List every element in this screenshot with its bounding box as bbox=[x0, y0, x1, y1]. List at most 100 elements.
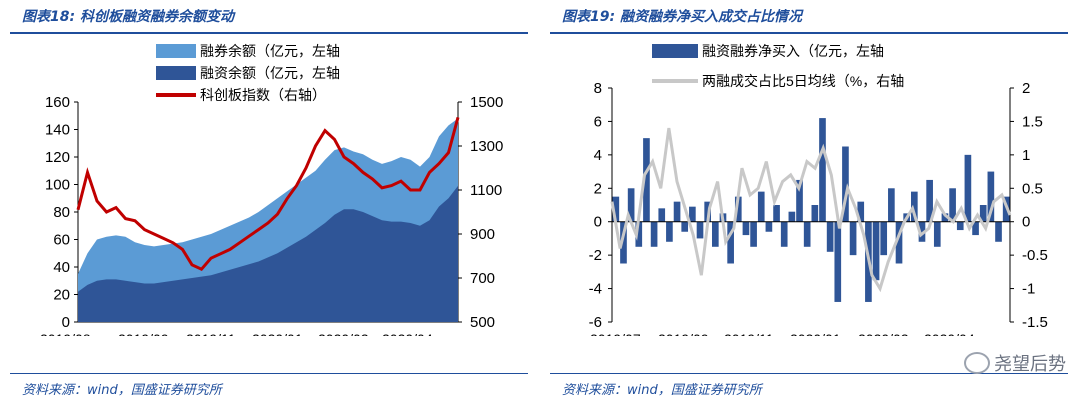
y-left-tick-label: -6 bbox=[589, 314, 602, 331]
y-left-tick-label: 8 bbox=[594, 80, 602, 97]
legend-swatch-net-buy bbox=[652, 44, 698, 58]
y-right-tick-label: 1300 bbox=[470, 138, 503, 155]
x-tick-label: 2019/09 bbox=[658, 331, 709, 336]
bar-net-buy bbox=[819, 118, 826, 222]
x-tick-label: 2019/09 bbox=[118, 331, 169, 336]
left-title-rule bbox=[10, 32, 528, 34]
y-left-tick-label: -2 bbox=[589, 247, 602, 264]
bar-net-buy bbox=[911, 191, 918, 222]
x-tick-label: 2020/03 bbox=[318, 331, 369, 336]
y-left-tick-label: 40 bbox=[53, 259, 70, 276]
x-tick-label: 2019/08 bbox=[40, 331, 91, 336]
y-left-tick-label: 0 bbox=[594, 214, 602, 231]
y-right-tick-label: 700 bbox=[470, 270, 495, 287]
bar-net-buy bbox=[666, 221, 673, 242]
bar-net-buy bbox=[643, 138, 650, 222]
x-tick-label: 2020/01 bbox=[252, 331, 303, 336]
y-left-tick-label: 20 bbox=[53, 287, 70, 304]
y-left-tick-label: -4 bbox=[589, 281, 602, 298]
left-source-rule bbox=[10, 373, 528, 374]
bar-net-buy bbox=[712, 221, 719, 247]
y-left-tick-label: 160 bbox=[45, 94, 70, 111]
y-left-tick-label: 80 bbox=[53, 204, 70, 221]
y-right-tick-label: 500 bbox=[470, 314, 495, 331]
bar-net-buy bbox=[987, 171, 995, 222]
right-source-rule bbox=[550, 373, 1068, 374]
bar-net-buy bbox=[926, 179, 933, 222]
y-right-tick-label: 1500 bbox=[470, 94, 503, 111]
bar-net-buy bbox=[857, 201, 865, 222]
bar-net-buy bbox=[788, 211, 796, 222]
right-source: 资料来源：wind，国盛证券研究所 bbox=[562, 383, 762, 398]
y-right-tick-label: -1 bbox=[1022, 281, 1035, 298]
x-tick-label: 2019/11 bbox=[186, 331, 236, 336]
bar-net-buy bbox=[750, 221, 757, 247]
bar-net-buy bbox=[842, 146, 849, 222]
y-right-tick-label: 2 bbox=[1022, 80, 1030, 97]
x-tick-label: 2020/01 bbox=[790, 331, 841, 336]
bar-net-buy bbox=[972, 221, 979, 236]
bar-net-buy bbox=[673, 201, 681, 222]
bar-net-buy bbox=[796, 179, 803, 222]
bar-net-buy bbox=[612, 196, 620, 222]
bar-net-buy bbox=[620, 221, 627, 264]
y-left-tick-label: 4 bbox=[594, 147, 602, 164]
watermark: 尧望后势 bbox=[964, 350, 1066, 376]
bar-net-buy bbox=[681, 221, 689, 232]
bar-net-buy bbox=[803, 221, 811, 247]
bar-net-buy bbox=[826, 221, 834, 252]
legend-swatch-margin-short bbox=[156, 44, 196, 58]
bar-net-buy bbox=[773, 205, 780, 222]
bar-net-buy bbox=[635, 221, 643, 247]
y-left-tick-label: 140 bbox=[45, 122, 70, 139]
bar-net-buy bbox=[834, 221, 842, 302]
right-chart: -6 -4 -2 0 2 4 6 8 -1.5 -1 -0.5 0 0.5 1 1.5 2 2019/07 201… bbox=[589, 43, 1048, 336]
bar-net-buy bbox=[941, 213, 949, 222]
bar-net-buy bbox=[849, 221, 857, 256]
y-right-tick-label: 900 bbox=[470, 226, 495, 243]
y-right-tick-label: 1100 bbox=[470, 182, 502, 199]
legend-label: 融资融券净买入（亿元，左轴 bbox=[702, 43, 884, 59]
bar-net-buy bbox=[964, 154, 972, 222]
bar-net-buy bbox=[956, 221, 964, 231]
bar-net-buy bbox=[727, 221, 734, 264]
y-left-tick-label: 100 bbox=[45, 177, 70, 194]
right-chart-title: 图表19: 融资融券净买入成交占比情况 bbox=[562, 9, 802, 25]
bar-net-buy bbox=[888, 188, 895, 222]
left-panel: 图表18: 科创板融资融券余额变动 0 20 40 60 80 100 120 140 160 5… bbox=[10, 9, 528, 398]
y-left-tick-label: 2 bbox=[594, 180, 602, 197]
x-tick-label: 2019/07 bbox=[590, 331, 641, 336]
left-chart-title: 图表18: 科创板融资融券余额变动 bbox=[22, 9, 234, 25]
x-tick-label: 2020/04 bbox=[382, 331, 433, 336]
legend-swatch-margin-financing bbox=[156, 66, 196, 80]
bar-net-buy bbox=[780, 221, 788, 247]
y-right-tick-label: 1.5 bbox=[1022, 113, 1043, 130]
bar-net-buy bbox=[734, 196, 742, 222]
x-tick-label: 2020/04 bbox=[924, 331, 975, 336]
y-left-tick-label: 60 bbox=[53, 232, 70, 249]
bar-net-buy bbox=[658, 208, 666, 222]
bar-net-buy bbox=[765, 221, 773, 232]
bar-net-buy bbox=[811, 205, 819, 222]
y-right-tick-label: -1.5 bbox=[1022, 314, 1048, 331]
bar-net-buy bbox=[696, 221, 704, 239]
line-series-turnover-ratio bbox=[610, 127, 1012, 293]
bar-net-buy bbox=[650, 221, 658, 247]
y-left-tick-label: 120 bbox=[45, 149, 70, 166]
legend-label: 融券余额（亿元，左轴 bbox=[200, 43, 340, 59]
legend-label: 科创板指数（右轴） bbox=[200, 87, 326, 103]
bar-net-buy bbox=[895, 221, 903, 264]
y-right-tick-label: 1 bbox=[1022, 147, 1030, 164]
y-left-tick-label: 6 bbox=[594, 113, 602, 130]
y-right-tick-label: 0.5 bbox=[1022, 180, 1043, 197]
bar-net-buy bbox=[627, 188, 635, 222]
bar-net-buy bbox=[949, 188, 956, 222]
line-series-star-index bbox=[76, 117, 460, 272]
right-panel: 图表19: 融资融券净买入成交占比情况 -6 -4 -2 0 2 4 6 8 -1.5 -1 -0.… bbox=[540, 0, 1080, 408]
legend-label: 融资余额（亿元，左轴 bbox=[200, 65, 340, 81]
y-right-tick-label: -0.5 bbox=[1022, 247, 1048, 264]
left-source: 资料来源：wind，国盛证券研究所 bbox=[22, 383, 222, 398]
area-series-margin-financing bbox=[78, 185, 458, 322]
y-right-tick-label: 0 bbox=[1022, 214, 1030, 231]
watermark-text: 尧望后势 bbox=[994, 354, 1066, 375]
